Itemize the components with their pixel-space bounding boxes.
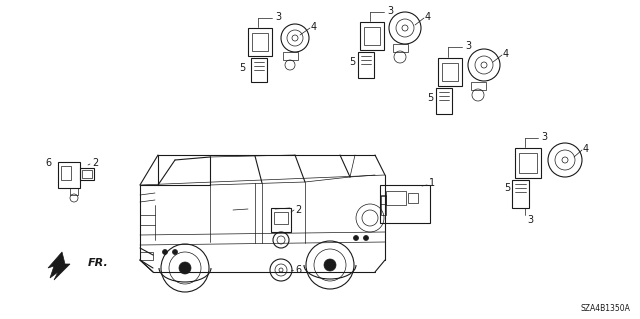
Bar	[438, 58, 462, 86]
Circle shape	[179, 262, 191, 274]
Bar	[442, 63, 458, 81]
Bar	[252, 33, 268, 51]
Bar	[283, 52, 298, 60]
Bar	[519, 153, 537, 173]
Bar	[140, 252, 153, 260]
Text: SZA4B1350A: SZA4B1350A	[580, 304, 630, 313]
Bar	[58, 162, 80, 188]
Text: 5: 5	[239, 63, 245, 73]
Text: 6: 6	[295, 265, 301, 275]
Text: 4: 4	[583, 144, 589, 154]
Circle shape	[173, 249, 177, 255]
Bar	[274, 212, 288, 224]
Text: 5: 5	[427, 93, 433, 103]
Bar	[381, 195, 386, 215]
Circle shape	[364, 235, 369, 241]
Text: FR.: FR.	[88, 258, 109, 268]
Bar	[82, 170, 92, 178]
Bar	[471, 82, 486, 90]
Text: 3: 3	[275, 12, 281, 22]
Text: 5: 5	[504, 183, 510, 193]
Bar	[393, 44, 408, 52]
Bar	[70, 188, 78, 195]
Text: 1: 1	[429, 178, 435, 188]
Text: 4: 4	[425, 12, 431, 22]
Bar	[436, 88, 452, 114]
Bar	[380, 185, 430, 223]
Bar	[408, 193, 418, 203]
Text: 3: 3	[541, 132, 547, 142]
Circle shape	[353, 235, 358, 241]
Text: 2: 2	[295, 205, 301, 215]
Text: 3: 3	[527, 215, 533, 225]
Bar	[358, 52, 374, 78]
Text: 4: 4	[503, 49, 509, 59]
Text: 2: 2	[92, 158, 98, 168]
Text: 4: 4	[311, 22, 317, 32]
Text: 5: 5	[349, 57, 355, 67]
Text: 3: 3	[387, 6, 393, 16]
Bar	[248, 28, 272, 56]
Bar	[386, 191, 406, 205]
Bar	[364, 27, 380, 45]
Bar	[512, 180, 529, 208]
Circle shape	[163, 249, 168, 255]
Bar	[271, 208, 291, 232]
Bar	[80, 168, 94, 180]
Text: 3: 3	[465, 41, 471, 51]
Bar	[251, 58, 267, 82]
Circle shape	[324, 259, 336, 271]
Polygon shape	[48, 252, 70, 280]
Bar	[360, 22, 384, 50]
Bar	[61, 166, 71, 180]
Text: 6: 6	[46, 158, 52, 168]
Bar	[515, 148, 541, 178]
